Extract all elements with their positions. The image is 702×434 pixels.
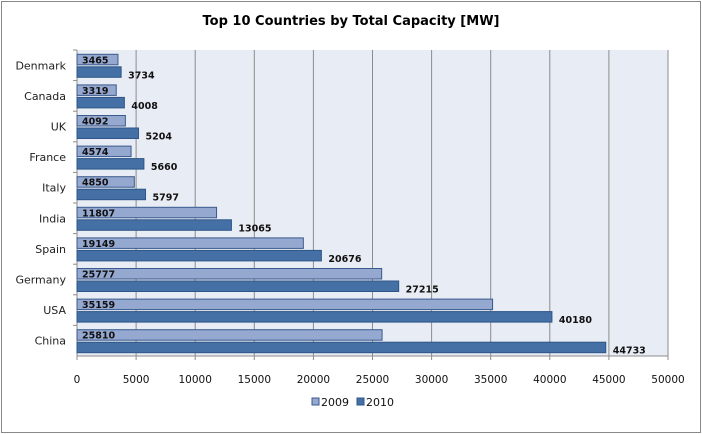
data-label-2009: 19149 <box>82 239 115 250</box>
legend-swatch-2010 <box>356 397 365 406</box>
x-tick-label: 35000 <box>474 374 507 386</box>
bar-2010 <box>76 188 147 201</box>
x-tick-label: 40000 <box>533 374 566 386</box>
bar-2009 <box>76 329 383 341</box>
x-tick-label: 25000 <box>356 374 389 386</box>
bar-2009 <box>76 268 383 280</box>
plot-area: 0 5000 10000 15000 20000 25000 30000 35000 40000… <box>15 49 685 386</box>
bar-2009 <box>76 145 132 158</box>
legend-label-2010: 2010 <box>366 396 394 409</box>
bar-2010 <box>76 249 322 262</box>
data-label-2009: 3319 <box>82 86 108 97</box>
bar-2009 <box>76 237 304 249</box>
data-label-2010: 5660 <box>151 162 178 173</box>
data-label-2009: 4574 <box>82 147 109 158</box>
category-label: China <box>35 335 66 348</box>
bar-2010 <box>76 127 140 139</box>
category-label: Denmark <box>15 59 66 72</box>
data-label-2009: 35159 <box>82 300 115 311</box>
data-label-2009: 4850 <box>82 178 109 189</box>
data-label-2009: 4092 <box>82 117 108 128</box>
data-label-2009: 11807 <box>82 208 115 219</box>
data-label-2010: 27215 <box>406 285 439 296</box>
data-label-2010: 5797 <box>153 193 179 204</box>
bar-2010 <box>76 219 232 231</box>
bar-2009 <box>76 206 218 219</box>
data-label-2010: 44733 <box>613 346 646 357</box>
x-tick-label: 15000 <box>238 374 271 386</box>
bar-2010 <box>76 311 553 323</box>
data-label-2010: 20676 <box>328 254 361 265</box>
bar-2009 <box>76 53 119 66</box>
x-tick-label: 5000 <box>123 374 150 386</box>
category-label: Spain <box>35 243 66 256</box>
bar-2010 <box>76 66 122 78</box>
bar-2010 <box>76 341 607 354</box>
bar-2009 <box>76 298 494 311</box>
bar-2010 <box>76 280 400 292</box>
data-label-2010: 13065 <box>238 223 271 234</box>
chart-title: Top 10 Countries by Total Capacity [MW] <box>203 14 500 29</box>
data-label-2009: 25810 <box>82 331 115 342</box>
bar-2009 <box>76 115 126 127</box>
data-label-2010: 3734 <box>128 70 155 81</box>
category-label: Canada <box>24 90 66 103</box>
bar-2010 <box>76 158 145 170</box>
x-tick-label: 45000 <box>592 374 625 386</box>
legend: 2009 2010 <box>311 396 394 409</box>
data-label-2010: 40180 <box>559 315 592 326</box>
x-tick-label: 50000 <box>651 374 684 386</box>
data-label-2010: 4008 <box>131 101 158 112</box>
category-label: France <box>29 151 66 164</box>
category-label: Italy <box>42 182 66 195</box>
data-label-2009: 25777 <box>82 270 115 281</box>
data-label-2009: 3465 <box>82 55 108 66</box>
category-label: USA <box>43 304 66 317</box>
category-label: India <box>39 212 66 225</box>
x-tick-label: 10000 <box>178 374 211 386</box>
bar-2009 <box>76 84 117 96</box>
category-label: Germany <box>15 274 66 287</box>
x-tick-label: 30000 <box>415 374 448 386</box>
category-label: UK <box>51 121 67 134</box>
bar-2010 <box>76 96 125 109</box>
legend-swatch-2009 <box>311 397 320 406</box>
legend-label-2009: 2009 <box>321 396 349 409</box>
x-tick-label: 20000 <box>297 374 330 386</box>
x-tick-label: 0 <box>74 374 81 386</box>
bar-2009 <box>76 176 135 188</box>
data-label-2010: 5204 <box>146 132 173 143</box>
